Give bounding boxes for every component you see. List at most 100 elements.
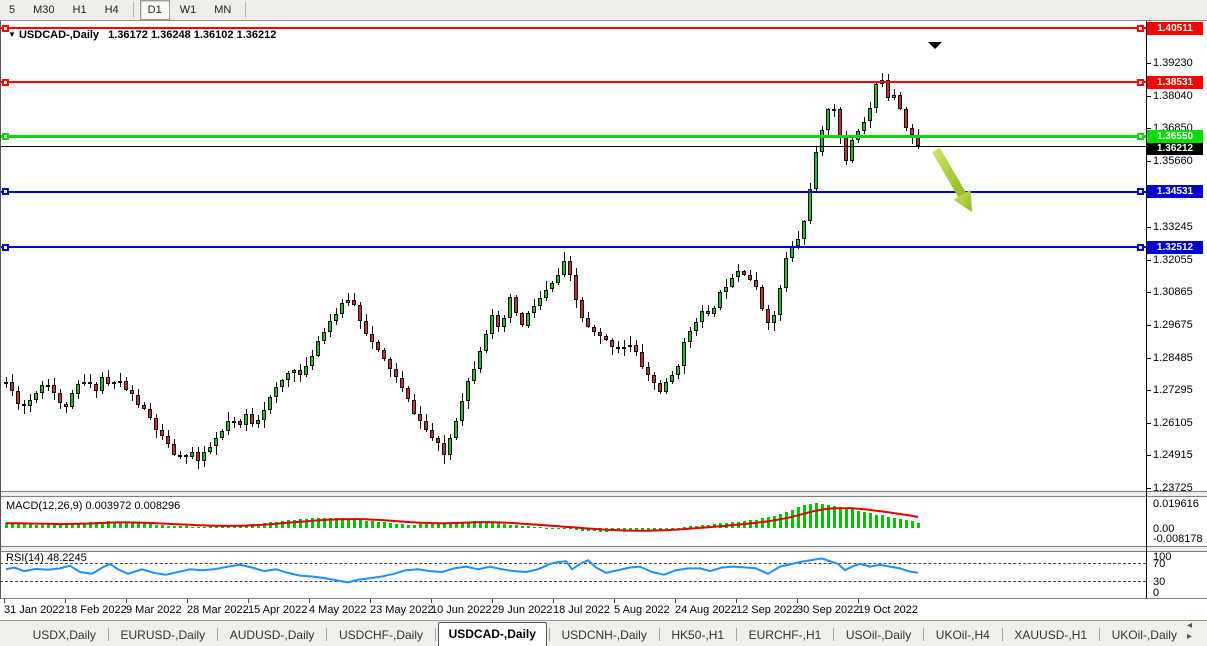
price-axis-label: 1.32055 — [1153, 254, 1193, 266]
price-axis-tick — [1146, 260, 1151, 261]
macd-histogram-bar — [251, 523, 254, 528]
level-handle-left[interactable] — [2, 78, 9, 86]
macd-histogram-bar — [431, 524, 434, 528]
candle-body — [580, 299, 584, 319]
symbol-tab-usoildaily[interactable]: USOil-,Daily — [845, 628, 912, 642]
level-handle-left[interactable] — [2, 188, 9, 196]
price-axis-tick — [1146, 358, 1151, 359]
symbol-tab-usdxdaily[interactable]: USDX,Daily — [32, 628, 96, 642]
candle-body — [814, 152, 818, 190]
level-handle-left[interactable] — [2, 243, 9, 251]
price-axis-label: 1.38040 — [1153, 90, 1193, 102]
candle-body — [526, 312, 530, 326]
level-line-1.38531[interactable] — [0, 81, 1146, 84]
macd-histogram-bar — [509, 524, 512, 528]
candle-body — [460, 400, 464, 421]
candle-body — [106, 376, 110, 385]
macd-histogram-bar — [233, 525, 236, 529]
trend-arrow-annotation — [932, 147, 972, 212]
tab-separator — [736, 628, 737, 641]
candle-body — [622, 347, 626, 350]
macd-histogram-bar — [419, 524, 422, 528]
pane-divider-rsi[interactable] — [0, 546, 1207, 552]
symbol-tab-usdcnhdaily[interactable]: USDCNH-,Daily — [561, 628, 647, 642]
tab-separator — [658, 628, 660, 641]
macd-histogram-bar — [815, 503, 818, 528]
macd-histogram-bar — [743, 521, 746, 528]
level-handle-right[interactable] — [1137, 78, 1144, 86]
symbol-dropdown-icon[interactable]: ▼ — [8, 30, 16, 39]
level-handle-left[interactable] — [2, 24, 9, 32]
symbol-tab-xauusdh1[interactable]: XAUUSD-,H1 — [1014, 628, 1088, 642]
symbol-tab-eurchfh1[interactable]: EURCHF-,H1 — [748, 628, 822, 642]
candle-body — [514, 297, 518, 314]
symbol-tab-ukoildaily[interactable]: UKOil-,Daily — [1111, 628, 1177, 642]
level-line-1.40511[interactable] — [0, 27, 1146, 29]
candle-body — [808, 189, 812, 222]
chart-symbol-label: USDCAD-,Daily — [18, 29, 100, 41]
symbol-tab-hk50h1[interactable]: HK50-,H1 — [671, 628, 725, 642]
axis-top-border — [0, 598, 1207, 599]
macd-histogram-bar — [515, 525, 518, 528]
candle-body — [28, 399, 32, 407]
symbol-tab-audusddaily[interactable]: AUDUSD-,Daily — [229, 628, 315, 642]
level-line-1.32512[interactable] — [0, 246, 1146, 249]
rsi-level-30 — [0, 581, 1146, 582]
macd-histogram-bar — [527, 526, 530, 528]
candle-body — [424, 421, 428, 431]
tab-separator — [1001, 628, 1003, 641]
macd-histogram-bar — [863, 512, 866, 528]
candle-wick — [294, 368, 295, 382]
timeframe-button-h1[interactable]: H1 — [72, 4, 87, 16]
candle-body — [646, 366, 650, 375]
candle-body — [400, 377, 404, 389]
candle-body — [502, 317, 506, 327]
date-axis-tick — [4, 599, 5, 603]
level-handle-right[interactable] — [1137, 243, 1144, 251]
candle-body — [760, 287, 764, 310]
symbol-tab-usdchfdaily[interactable]: USDCHF-,Daily — [339, 628, 423, 642]
symbol-tab-eurusddaily[interactable]: EURUSD-,Daily — [120, 628, 206, 642]
macd-histogram-bar — [437, 523, 440, 528]
symbol-tab-ukoilh4[interactable]: UKOil-,H4 — [935, 628, 990, 642]
candle-body — [592, 326, 596, 332]
candle-body — [64, 403, 68, 407]
level-handle-right[interactable] — [1137, 188, 1144, 196]
macd-histogram-bar — [731, 522, 734, 528]
macd-histogram-bar — [185, 525, 188, 528]
candle-body — [766, 309, 770, 324]
macd-histogram-bar — [311, 518, 314, 528]
symbol-tab-usdcaddaily[interactable]: USDCAD-,Daily — [437, 622, 547, 646]
macd-histogram-bar — [719, 523, 722, 528]
date-axis-tick — [614, 599, 615, 603]
pane-divider-macd[interactable] — [0, 491, 1207, 497]
macd-histogram-bar — [467, 521, 470, 528]
timeframe-button-5[interactable]: 5 — [9, 4, 16, 16]
timeframe-button-mn[interactable]: MN — [214, 4, 232, 16]
candle-body — [46, 384, 50, 387]
macd-histogram-bar — [695, 525, 698, 529]
level-line-1.34531[interactable] — [0, 190, 1146, 193]
timeframe-button-h4[interactable]: H4 — [104, 4, 119, 16]
candle-body — [724, 286, 728, 293]
macd-histogram-bar — [83, 523, 86, 528]
timeframe-button-w1[interactable]: W1 — [179, 4, 197, 16]
timeframe-button-d1[interactable]: D1 — [139, 0, 170, 20]
down-triangle-marker[interactable] — [928, 42, 942, 49]
level-line-1.36550[interactable] — [0, 135, 1146, 138]
candle-body — [250, 414, 254, 424]
chart-window[interactable]: ▼ USDCAD-,Daily 1.36172 1.36248 1.36102 … — [0, 21, 1207, 620]
current-price-badge: 1.36212 — [1147, 142, 1203, 155]
candle-body — [190, 452, 194, 457]
level-handle-left[interactable] — [2, 133, 9, 140]
tab-scroll-arrows[interactable]: ◂ ▸ — [1186, 620, 1197, 642]
candle-body — [184, 455, 188, 458]
candle-body — [874, 83, 878, 109]
candle-body — [682, 341, 686, 366]
level-handle-right[interactable] — [1137, 24, 1144, 32]
timeframe-button-m30[interactable]: M30 — [33, 4, 55, 16]
date-axis-label: 18 Feb 2022 — [65, 604, 127, 616]
indicator-overlay — [5, 147, 972, 584]
candle-body — [844, 136, 848, 162]
level-handle-right[interactable] — [1137, 133, 1144, 140]
